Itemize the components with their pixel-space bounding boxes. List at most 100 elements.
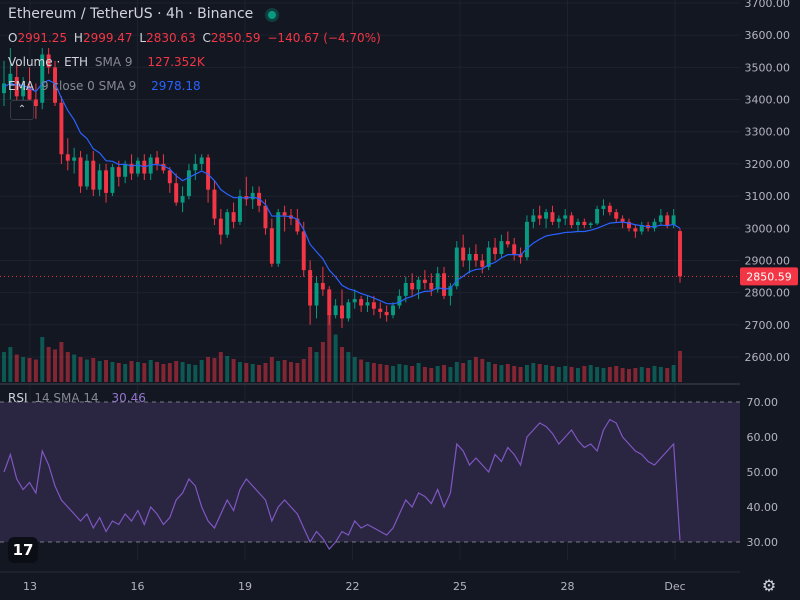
volume-bar xyxy=(46,347,51,382)
volume-bar xyxy=(27,358,32,382)
volume-bar xyxy=(582,366,587,382)
candle-body xyxy=(2,83,6,94)
candle-body xyxy=(461,247,466,261)
volume-bar xyxy=(59,342,64,382)
symbol-title[interactable]: Ethereum / TetherUS · 4h · Binance xyxy=(8,6,254,22)
volume-bar xyxy=(442,365,447,382)
candle-body xyxy=(123,163,128,177)
market-status-icon xyxy=(268,10,277,19)
volume-bar xyxy=(91,358,96,382)
ohlc-close-label: C xyxy=(202,31,211,45)
candle-body xyxy=(148,157,153,174)
volume-bar xyxy=(276,361,281,382)
volume-bar xyxy=(378,364,383,382)
rsi-legend[interactable]: RSI 14 SMA 14 30.46 xyxy=(8,391,149,405)
volume-bar xyxy=(658,367,663,382)
last-price-box xyxy=(740,267,798,286)
candle-body xyxy=(391,305,395,316)
candle-body xyxy=(218,218,223,235)
candle-body xyxy=(639,225,644,232)
volume-bar xyxy=(486,362,491,382)
volume-bar xyxy=(21,357,26,382)
candle-body xyxy=(499,241,504,255)
volume-bar xyxy=(116,363,121,382)
candle-body xyxy=(384,311,389,316)
ohlc-close-value: 2850.59 xyxy=(210,31,261,45)
ema-legend-label: EMA xyxy=(8,79,35,93)
volume-bar xyxy=(257,365,262,382)
volume-bar xyxy=(480,359,485,382)
candle-body xyxy=(550,212,555,222)
candle-body xyxy=(563,215,568,219)
volume-bar xyxy=(33,359,38,382)
ema-line xyxy=(3,79,681,305)
collapse-legend-button[interactable]: ⌃ xyxy=(10,100,34,120)
candle-body xyxy=(665,215,670,226)
volume-bar xyxy=(206,357,211,382)
volume-bar xyxy=(231,359,236,382)
volume-bar xyxy=(295,363,300,382)
candle-body xyxy=(40,54,45,103)
candle-body xyxy=(282,212,287,216)
candle-body xyxy=(84,160,89,187)
volume-bar xyxy=(301,359,306,382)
volume-bar xyxy=(403,365,408,382)
price-axis-label: 3700.00 xyxy=(745,0,791,10)
volume-bar xyxy=(678,351,682,382)
volume-bar xyxy=(569,367,574,382)
volume-bar xyxy=(161,364,166,382)
candle-body xyxy=(295,218,300,232)
volume-legend-label: Volume · ETH xyxy=(8,55,89,69)
symbol-legend[interactable]: Ethereum / TetherUS · 4h · Binance xyxy=(8,6,279,22)
candle-body xyxy=(308,270,313,306)
candle-body xyxy=(601,205,606,209)
candle-body xyxy=(575,221,580,226)
candle-body xyxy=(333,305,338,316)
candle-body xyxy=(174,183,179,203)
volume-bar xyxy=(544,365,549,382)
rsi-line xyxy=(3,418,681,550)
volume-legend[interactable]: Volume · ETH SMA 9 127.352K xyxy=(8,55,208,69)
candle-body xyxy=(403,282,408,296)
volume-bar xyxy=(652,366,657,382)
candle-body xyxy=(352,299,357,303)
tradingview-logo[interactable]: 17 xyxy=(8,537,38,563)
candle-body xyxy=(512,244,517,255)
ema-legend[interactable]: EMA 9 close 0 SMA 9 2978.18 xyxy=(8,79,204,93)
candle-body xyxy=(193,163,198,171)
rsi-axis-label: 50.00 xyxy=(747,466,779,479)
ohlc-open-label: O xyxy=(8,31,18,45)
candle-body xyxy=(72,157,77,161)
candle-body xyxy=(97,170,102,190)
candle-body xyxy=(59,102,64,155)
volume-bar xyxy=(174,361,179,382)
settings-gear-icon[interactable]: ⚙ xyxy=(761,576,777,595)
volume-bar xyxy=(384,365,389,382)
rsi-band xyxy=(0,402,740,542)
volume-bar xyxy=(263,363,268,382)
candle-body xyxy=(671,215,676,226)
volume-bar xyxy=(665,368,670,382)
candle-body xyxy=(614,212,619,219)
volume-bar xyxy=(53,349,57,382)
candle-body xyxy=(627,221,631,229)
ohlc-high-label: H xyxy=(73,31,83,45)
volume-bar xyxy=(186,364,191,382)
time-axis-label: 19 xyxy=(238,580,252,593)
ema-legend-params: 9 close 0 SMA 9 xyxy=(40,79,137,93)
ohlc-low-value: 2830.63 xyxy=(146,31,196,45)
time-axis-label: 13 xyxy=(23,580,37,593)
volume-bar xyxy=(518,367,523,382)
candle-body xyxy=(199,157,204,164)
price-axis-label: 2900.00 xyxy=(745,254,791,267)
volume-bar xyxy=(371,363,376,382)
volume-bar xyxy=(40,337,45,382)
volume-bar xyxy=(8,347,13,382)
candle-body xyxy=(340,305,344,319)
volume-bar xyxy=(633,368,638,382)
candle-body xyxy=(505,241,510,245)
last-price-label: 2850.59 xyxy=(746,270,792,283)
candle-body xyxy=(467,254,472,261)
